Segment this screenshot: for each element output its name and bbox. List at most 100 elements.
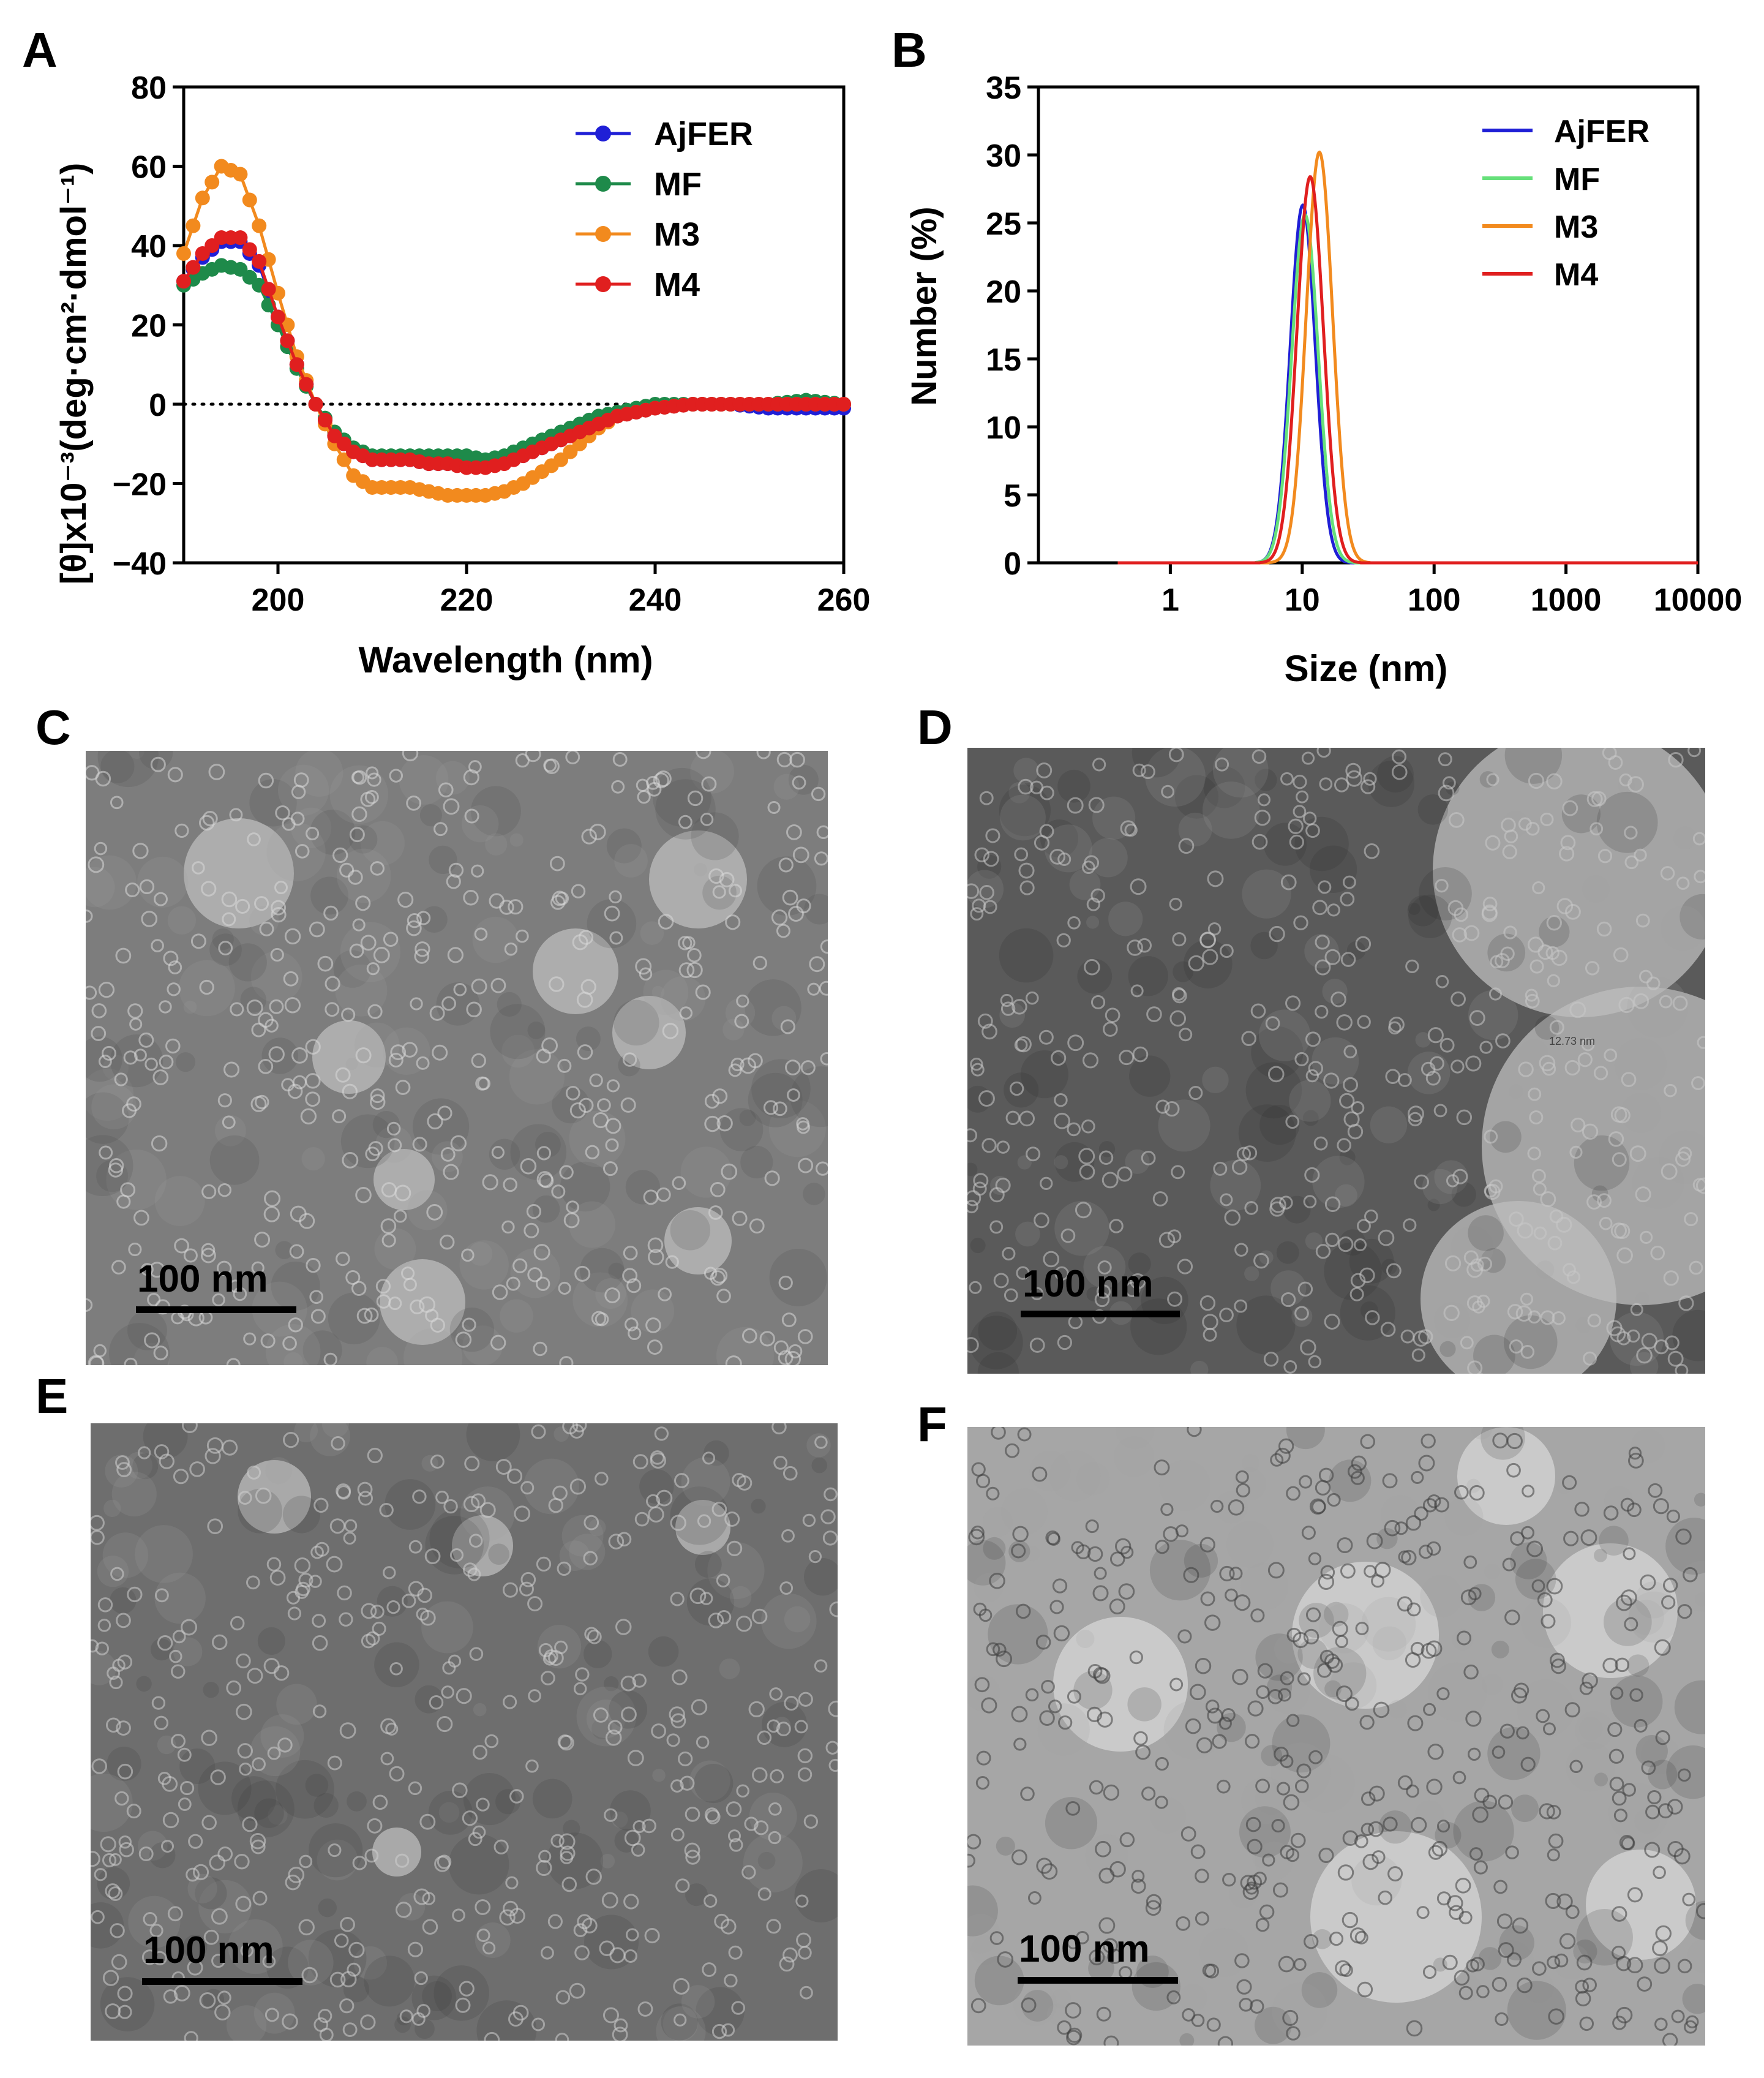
series-line [182, 240, 844, 465]
scale-label: 100 nm [1019, 1928, 1150, 1970]
legend-label: M4 [654, 266, 700, 303]
tem-texture [91, 1423, 838, 2041]
panel-label-e: E [36, 1369, 69, 1423]
y-tick-label: 15 [986, 342, 1021, 378]
data-point [252, 218, 267, 233]
data-point [186, 218, 201, 233]
panel-label-f: F [917, 1397, 947, 1451]
y-tick-label: −20 [113, 467, 167, 503]
legend-label: AjFER [654, 116, 753, 152]
legend-entry-m4: M4 [576, 266, 700, 303]
panel-label-c: C [36, 700, 71, 755]
data-point [299, 377, 314, 392]
series-m4 [176, 230, 851, 475]
legend-entry-m3: M3 [1482, 209, 1598, 245]
x-tick-label: 1 [1162, 582, 1179, 618]
y-tick-label: 40 [131, 229, 167, 265]
series-line [1117, 213, 1698, 565]
tem-texture [967, 1427, 1705, 2046]
legend-entry-m4: M4 [1482, 257, 1598, 293]
data-point [233, 167, 248, 182]
y-tick-label: 0 [149, 388, 167, 423]
series-line [1117, 175, 1698, 565]
data-point [242, 242, 257, 257]
legend-marker [595, 276, 611, 292]
panel-label-a: A [22, 23, 58, 77]
scale-bar [136, 1306, 296, 1313]
data-point [186, 260, 201, 275]
panel-label-d: D [917, 700, 953, 755]
y-tick-label: 60 [131, 150, 167, 186]
legend-entry-m3: M3 [576, 216, 700, 253]
y-tick-label: 80 [131, 70, 167, 106]
data-point [242, 192, 257, 208]
legend-label: M4 [1554, 257, 1598, 293]
scale-bar [142, 1978, 302, 1985]
data-point [261, 282, 276, 297]
y-axis-label: Number (%) [904, 206, 944, 405]
series-m4 [1117, 175, 1698, 565]
x-tick-label: 260 [817, 582, 871, 618]
legend-label: M3 [654, 216, 700, 253]
legend-label: MF [654, 166, 702, 203]
legend-label: MF [1554, 162, 1600, 197]
x-tick-label: 10000 [1654, 582, 1743, 618]
dls-size-chart: 0 5 10 15 20 25 30 35 1 10 100 1000 10000 AjFER MF M3 M… [904, 70, 1743, 689]
scale-label: 100 nm [1023, 1263, 1154, 1305]
data-point [233, 230, 248, 246]
data-point [271, 309, 285, 325]
series-m3 [1117, 150, 1698, 565]
particle-size-annotation: 12.73 nm [1549, 1035, 1596, 1047]
legend-entry-mf: MF [576, 166, 702, 203]
scale-bar [1021, 1311, 1180, 1317]
scale-label: 100 nm [143, 1929, 274, 1971]
x-tick-label: 10 [1285, 582, 1320, 618]
series-mf [1117, 213, 1698, 565]
tem-image-ajfer [86, 751, 828, 1365]
data-point [318, 412, 332, 427]
tem-image-m4 [967, 1427, 1705, 2046]
legend-marker [595, 176, 611, 192]
y-tick-label: 25 [986, 206, 1021, 242]
y-tick-label: 35 [986, 70, 1021, 106]
legend-entry-ajfer: AjFER [576, 116, 753, 152]
series-ajfer [176, 234, 851, 472]
data-point [836, 397, 851, 412]
legend-entry-mf: MF [1482, 162, 1600, 197]
series-line [1117, 150, 1698, 565]
legend-entry-ajfer: AjFER [1482, 114, 1650, 149]
x-axis-label: Size (nm) [1285, 648, 1448, 689]
data-point [289, 357, 304, 372]
y-tick-label: 30 [986, 138, 1021, 174]
data-point [252, 254, 267, 269]
series-line [182, 236, 844, 470]
series-ajfer [1117, 203, 1698, 565]
x-tick-label: 200 [252, 582, 305, 618]
x-tick-label: 1000 [1531, 582, 1602, 618]
y-tick-label: 5 [1004, 478, 1021, 514]
y-axis-label: [θ]x10⁻³(deg·cm²·dmol⁻¹) [54, 163, 94, 585]
data-point [205, 175, 220, 190]
legend-label: AjFER [1554, 114, 1650, 149]
x-tick-label: 100 [1408, 582, 1461, 618]
data-point [195, 190, 210, 206]
plot-frame [1037, 85, 1700, 565]
y-tick-label: 20 [986, 274, 1021, 310]
x-axis-label: Wavelength (nm) [358, 639, 653, 680]
legend-label: M3 [1554, 209, 1598, 245]
data-point [176, 246, 191, 261]
data-point [280, 333, 295, 348]
legend-marker [595, 226, 611, 242]
legend-marker [595, 126, 611, 141]
x-tick-label: 220 [440, 582, 494, 618]
data-point [176, 274, 191, 289]
y-tick-label: 0 [1004, 546, 1021, 582]
data-point [308, 397, 323, 412]
series-line [1117, 203, 1698, 565]
scale-label: 100 nm [137, 1258, 268, 1300]
scale-bar [1018, 1977, 1178, 1984]
y-tick-label: −40 [113, 546, 167, 582]
y-tick-label: 10 [986, 410, 1021, 446]
tem-image-m3 [91, 1423, 838, 2041]
